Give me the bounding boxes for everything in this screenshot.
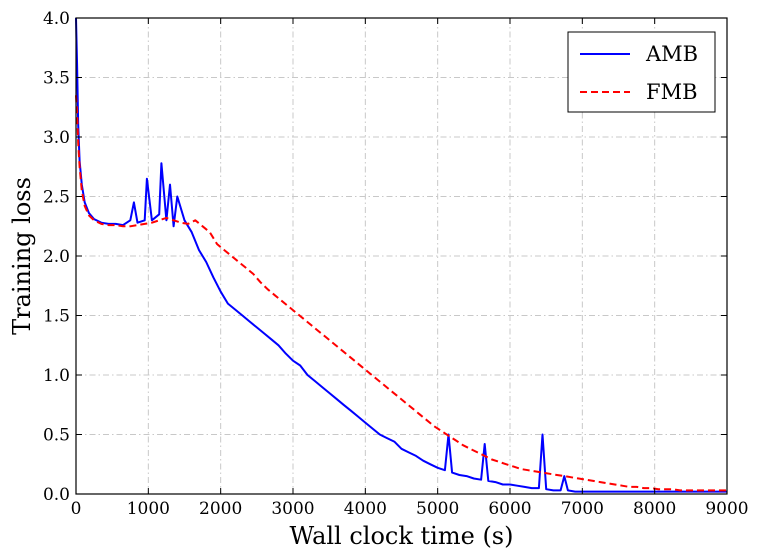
y-tick-label: 0.0 [43,485,70,505]
x-tick-label: 3000 [271,499,314,519]
series-line-fmb [75,95,727,492]
legend-label-fmb: FMB [646,80,698,104]
series-line-amb [75,17,727,493]
legend-label-amb: AMB [645,42,698,66]
y-tick-label: 3.0 [43,128,70,148]
x-tick-label: 7000 [561,499,604,519]
x-tick-label: 6000 [488,499,531,519]
x-axis-label: Wall clock time (s) [289,522,513,550]
legend-box [567,31,716,113]
y-tick-label: 2.5 [43,188,70,208]
x-tick-label: 4000 [344,499,387,519]
legend: AMB FMB [567,31,716,113]
y-tick-label: 0.5 [43,426,70,446]
y-tick-label: 1.5 [43,307,70,327]
x-tick-label: 9000 [705,499,748,519]
x-tick-label: 8000 [633,499,676,519]
y-tick-label: 2.0 [43,247,70,267]
y-tick-label: 1.0 [43,366,70,386]
series-layer [75,17,727,493]
ticks: 0 1000 2000 3000 4000 5000 6000 7000 8000 9000 0.0… [43,9,749,519]
y-axis-label: Training loss [8,177,36,335]
x-tick-label: 5000 [416,499,459,519]
y-tick-label: 4.0 [43,9,70,29]
y-tick-label: 3.5 [43,69,70,89]
x-tick-label: 0 [71,499,82,519]
x-tick-label: 1000 [127,499,170,519]
x-tick-label: 2000 [199,499,242,519]
